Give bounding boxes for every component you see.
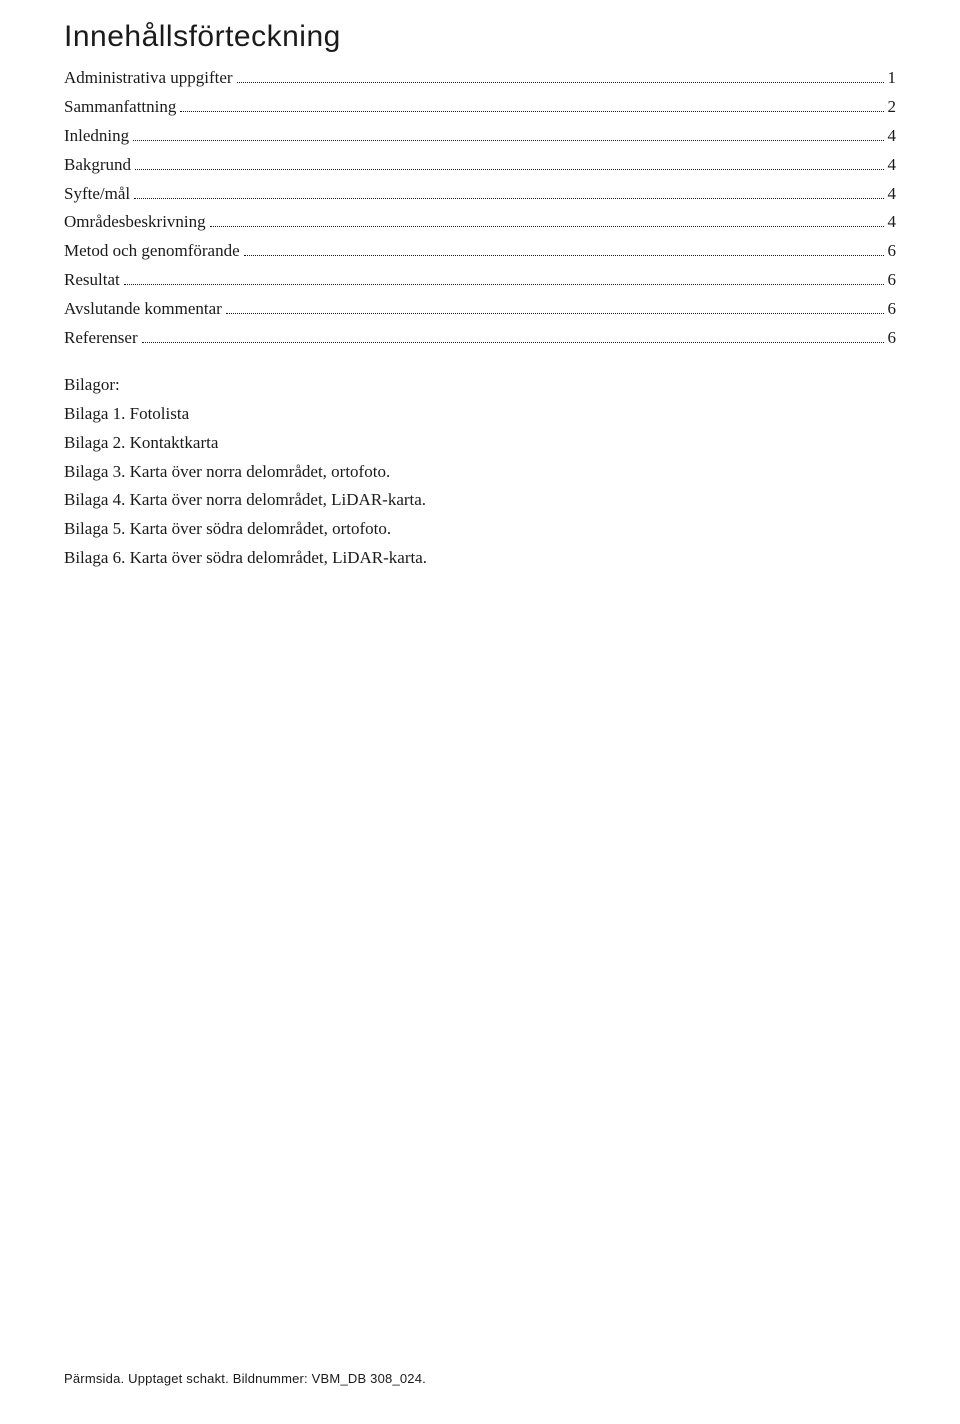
toc-entry-page: 1 [888, 64, 897, 93]
document-page: Innehållsförteckning Administrativa uppg… [0, 0, 960, 1424]
toc-entry-label: Inledning [64, 122, 129, 151]
toc-entry-page: 6 [888, 324, 897, 353]
toc-dot-leader [237, 67, 884, 83]
toc-entry-page: 4 [888, 180, 897, 209]
toc-entry-label: Referenser [64, 324, 138, 353]
toc-entry-page: 6 [888, 266, 897, 295]
toc-dot-leader [135, 153, 883, 169]
toc-entry-page: 4 [888, 122, 897, 151]
toc-dot-leader [124, 269, 884, 285]
bilagor-section: Bilagor: Bilaga 1. Fotolista Bilaga 2. K… [64, 371, 896, 573]
toc-title: Innehållsförteckning [64, 20, 896, 54]
toc-entry-page: 6 [888, 237, 897, 266]
toc-entry-page: 4 [888, 151, 897, 180]
toc-entry-page: 4 [888, 208, 897, 237]
toc-dot-leader [244, 240, 884, 256]
toc-dot-leader [210, 211, 884, 227]
toc-entry: Resultat 6 [64, 266, 896, 295]
toc-dot-leader [133, 124, 883, 140]
bilagor-item: Bilaga 2. Kontaktkarta [64, 429, 896, 458]
toc-dot-leader [134, 182, 883, 198]
toc-entry-label: Administrativa uppgifter [64, 64, 233, 93]
toc-dot-leader [226, 298, 884, 314]
bilagor-item: Bilaga 3. Karta över norra delområdet, o… [64, 458, 896, 487]
bilagor-heading: Bilagor: [64, 371, 896, 400]
toc-entry-page: 6 [888, 295, 897, 324]
toc-entry: Områdesbeskrivning 4 [64, 208, 896, 237]
toc-entry-label: Metod och genomförande [64, 237, 240, 266]
bilagor-item: Bilaga 4. Karta över norra delområdet, L… [64, 486, 896, 515]
toc-entry: Metod och genomförande 6 [64, 237, 896, 266]
toc-entry-page: 2 [888, 93, 897, 122]
toc-entry: Referenser 6 [64, 324, 896, 353]
toc-entry-label: Resultat [64, 266, 120, 295]
toc-dot-leader [180, 96, 883, 112]
page-footer-caption: Pärmsida. Upptaget schakt. Bildnummer: V… [64, 1371, 426, 1386]
toc-entry: Avslutande kommentar 6 [64, 295, 896, 324]
toc-entry: Syfte/mål 4 [64, 180, 896, 209]
bilagor-item: Bilaga 5. Karta över södra delområdet, o… [64, 515, 896, 544]
toc-entry-label: Bakgrund [64, 151, 131, 180]
toc-dot-leader [142, 327, 884, 343]
toc-entry: Sammanfattning 2 [64, 93, 896, 122]
toc-entry: Bakgrund 4 [64, 151, 896, 180]
table-of-contents: Administrativa uppgifter 1 Sammanfattnin… [64, 64, 896, 353]
bilagor-item: Bilaga 6. Karta över södra delområdet, L… [64, 544, 896, 573]
toc-entry-label: Sammanfattning [64, 93, 176, 122]
toc-entry: Inledning 4 [64, 122, 896, 151]
toc-entry-label: Områdesbeskrivning [64, 208, 206, 237]
toc-entry-label: Avslutande kommentar [64, 295, 222, 324]
toc-entry: Administrativa uppgifter 1 [64, 64, 896, 93]
toc-entry-label: Syfte/mål [64, 180, 130, 209]
bilagor-item: Bilaga 1. Fotolista [64, 400, 896, 429]
